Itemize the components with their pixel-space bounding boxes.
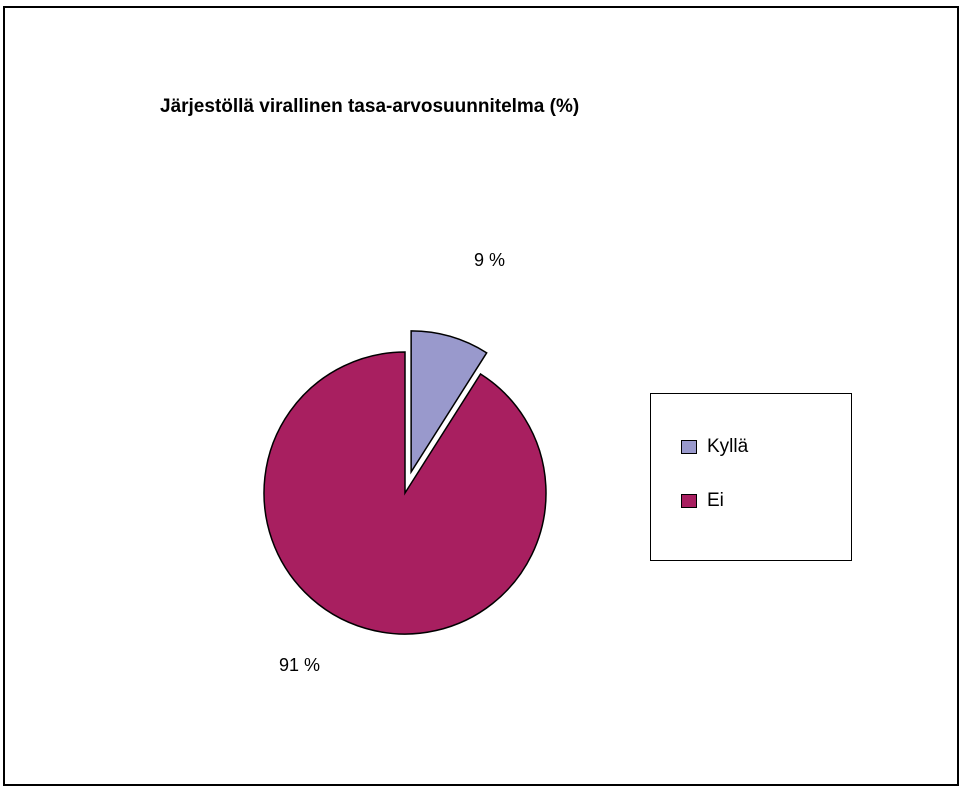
pie-slice-ei bbox=[263, 351, 547, 635]
legend-swatch-kylla bbox=[681, 440, 697, 454]
legend: Kyllä Ei bbox=[650, 393, 852, 561]
legend-item-ei: Ei bbox=[681, 490, 724, 512]
chart-title: Järjestöllä virallinen tasa-arvosuunnite… bbox=[160, 96, 580, 117]
legend-label-ei: Ei bbox=[707, 490, 724, 511]
legend-label-kylla: Kyllä bbox=[707, 436, 749, 457]
legend-swatch-ei bbox=[681, 494, 697, 508]
data-label-ei: 91 % bbox=[279, 655, 321, 675]
legend-item-kylla: Kyllä bbox=[681, 436, 748, 458]
pie-slice-kyll bbox=[410, 330, 488, 475]
data-label-kylla: 9 % bbox=[474, 250, 506, 270]
